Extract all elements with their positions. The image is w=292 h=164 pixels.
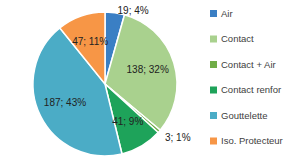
- data-label: 3; 1%: [165, 132, 191, 143]
- legend-item: Contact: [210, 33, 254, 44]
- legend-label: Iso. Protecteur: [221, 135, 283, 146]
- legend-label: Air: [221, 8, 233, 19]
- legend-label: Contact: [221, 33, 254, 44]
- legend-item: Gouttelette: [210, 110, 267, 121]
- legend-item: Contact renfor: [210, 84, 281, 95]
- legend-swatch: [210, 36, 217, 43]
- legend-item: Air: [210, 8, 233, 19]
- data-label: 138; 32%: [127, 64, 169, 75]
- legend-label: Gouttelette: [221, 110, 267, 121]
- pie: [33, 12, 177, 156]
- legend-swatch: [210, 138, 217, 145]
- legend-swatch: [210, 61, 217, 68]
- pie-slice: [60, 12, 105, 84]
- data-label: 41; 9%: [112, 116, 143, 127]
- data-label: 47; 11%: [72, 36, 108, 47]
- legend-swatch: [210, 87, 217, 94]
- legend-item: Contact + Air: [210, 59, 276, 70]
- legend-swatch: [210, 112, 217, 119]
- legend-label: Contact + Air: [221, 59, 276, 70]
- data-label: 187; 43%: [44, 97, 86, 108]
- legend-swatch: [210, 10, 217, 17]
- data-label: 19; 4%: [118, 5, 149, 16]
- legend-label: Contact renfor: [221, 84, 281, 95]
- legend: Air Contact Contact + Air Contact renfor Gou…: [210, 8, 283, 147]
- legend-item: Iso. Protecteur: [210, 135, 283, 146]
- data-labels: 19; 4% 138; 32% 3; 1% 41; 9% 187; 43% 47; 11%: [44, 5, 191, 143]
- chart: 19; 4% 138; 32% 3; 1% 41; 9% 187; 43% 47; 11%…: [0, 0, 292, 164]
